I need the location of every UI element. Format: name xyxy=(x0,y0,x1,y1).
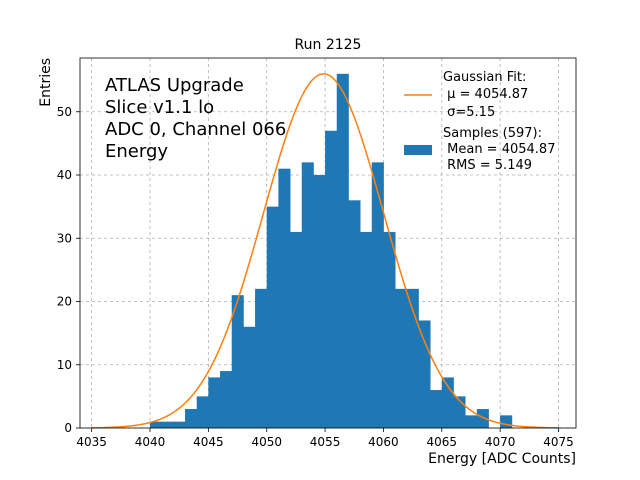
histogram-bar xyxy=(266,206,279,428)
histogram-bar xyxy=(406,288,419,428)
x-tick-label: 4035 xyxy=(76,435,107,449)
histogram-bar xyxy=(220,371,233,428)
y-tick-label: 50 xyxy=(57,105,72,119)
histogram-bar xyxy=(290,231,303,428)
annotation-block: ATLAS Upgrade Slice v1.1 lo ADC 0, Chann… xyxy=(105,75,286,162)
histogram-bar xyxy=(336,73,349,429)
histogram-bar xyxy=(418,320,431,428)
histogram-bar xyxy=(161,421,174,428)
annotation-line: Energy xyxy=(105,141,168,162)
histogram-bar xyxy=(500,415,513,428)
x-tick-label: 4075 xyxy=(543,435,574,449)
y-tick-label: 10 xyxy=(57,358,72,372)
histogram-bar xyxy=(255,288,268,428)
x-axis-ticks: 4035 4040 4045 4050 4055 4060 4065 4070 4075 xyxy=(76,428,574,449)
gaussian-fit-curve xyxy=(91,73,559,429)
histogram-bar xyxy=(313,175,326,428)
chart-title: Run 2125 xyxy=(295,37,362,53)
x-tick-label: 4050 xyxy=(251,435,282,449)
legend-samples-swatch xyxy=(404,145,432,155)
y-tick-label: 0 xyxy=(64,421,72,435)
x-tick-label: 4070 xyxy=(485,435,516,449)
annotation-line: ATLAS Upgrade xyxy=(105,75,244,96)
histogram-bar xyxy=(383,231,396,428)
x-tick-label: 4055 xyxy=(310,435,341,449)
legend: Gaussian Fit: μ = 4054.87 σ=5.15 Samples… xyxy=(404,70,555,173)
x-tick-label: 4045 xyxy=(193,435,224,449)
histogram-bar xyxy=(243,326,256,428)
y-tick-label: 30 xyxy=(57,231,72,245)
legend-fit-sigma: σ=5.15 xyxy=(443,105,495,120)
plot-frame xyxy=(79,57,577,429)
histogram-bar xyxy=(150,421,163,428)
y-tick-label: 20 xyxy=(57,295,72,309)
histogram-bar xyxy=(395,288,408,428)
y-axis-label: Entries xyxy=(38,58,54,107)
histogram-bar xyxy=(208,377,221,428)
histogram-bar xyxy=(173,421,186,428)
histogram-bar xyxy=(185,409,198,428)
x-axis-label: Energy [ADC Counts] xyxy=(428,451,576,467)
histogram-bar xyxy=(371,162,384,428)
histogram-bar xyxy=(465,415,478,428)
x-tick-label: 4065 xyxy=(427,435,458,449)
histogram-bar xyxy=(476,409,489,428)
y-axis-ticks: 0 10 20 30 40 50 xyxy=(57,105,80,435)
histogram-bar xyxy=(301,162,314,428)
histogram-bars xyxy=(150,73,513,429)
histogram-bar xyxy=(278,168,291,428)
histogram-bar xyxy=(196,396,209,428)
annotation-line: Slice v1.1 lo xyxy=(105,97,214,118)
annotation-line: ADC 0, Channel 066 xyxy=(105,119,286,140)
histogram-bar xyxy=(430,390,443,428)
histogram-bar xyxy=(231,295,244,428)
legend-samples-mean: Mean = 4054.87 xyxy=(443,142,555,157)
histogram-bar xyxy=(325,130,338,428)
x-tick-label: 4060 xyxy=(368,435,399,449)
legend-samples-label: Samples (597): xyxy=(443,126,542,141)
legend-fit-mu: μ = 4054.87 xyxy=(443,87,528,102)
histogram-bar xyxy=(348,200,361,428)
legend-fit-label: Gaussian Fit: xyxy=(443,70,526,85)
histogram-bar xyxy=(360,231,373,428)
y-tick-label: 40 xyxy=(57,168,72,182)
legend-samples-rms: RMS = 5.149 xyxy=(443,158,532,173)
x-tick-label: 4040 xyxy=(135,435,166,449)
